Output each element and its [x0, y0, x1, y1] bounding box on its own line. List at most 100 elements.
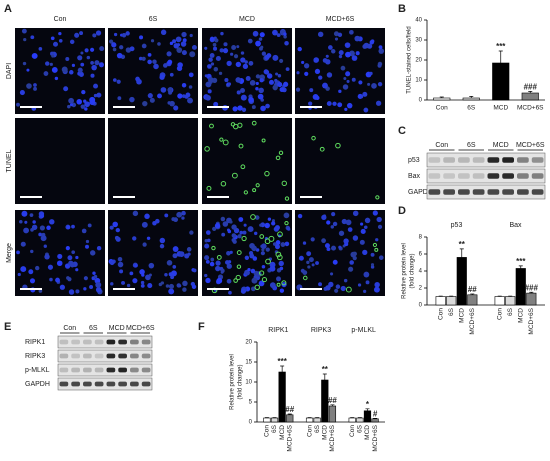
- tunel-cell: [275, 251, 282, 258]
- blot-band: [517, 189, 529, 195]
- nucleus: [322, 82, 328, 89]
- nucleus: [188, 85, 193, 89]
- nucleus: [337, 102, 343, 108]
- nucleus: [20, 241, 26, 247]
- x-tick-label: MCD+6S: [372, 424, 379, 451]
- nucleus: [284, 241, 290, 247]
- nucleus: [269, 282, 276, 289]
- panel-label: B: [398, 3, 406, 15]
- bar: [446, 296, 457, 306]
- nucleus: [204, 239, 208, 243]
- nucleus: [181, 83, 187, 88]
- nucleus: [341, 218, 347, 225]
- nucleus: [295, 87, 301, 92]
- nucleus: [260, 45, 264, 49]
- nucleus: [205, 230, 211, 235]
- nucleus: [191, 44, 197, 50]
- nucleus: [181, 31, 187, 38]
- tunel-cell: [264, 238, 271, 245]
- nucleus: [255, 40, 261, 47]
- nucleus: [363, 42, 370, 49]
- bar: [521, 92, 539, 101]
- error-bar: [322, 373, 327, 380]
- nucleus: [168, 283, 175, 290]
- nucleus: [279, 288, 285, 293]
- nucleus: [321, 238, 326, 244]
- nucleus: [296, 71, 300, 75]
- nucleus: [330, 225, 335, 229]
- nucleus: [232, 106, 238, 112]
- nucleus: [328, 45, 333, 50]
- nucleus: [224, 78, 229, 83]
- nucleus: [352, 210, 359, 217]
- nucleus: [218, 71, 223, 76]
- blot-band: [141, 381, 151, 387]
- nucleus: [231, 45, 237, 50]
- nucleus: [331, 49, 336, 54]
- nucleus: [315, 261, 319, 265]
- nucleus: [342, 84, 349, 90]
- nucleus: [182, 38, 187, 43]
- nucleus: [240, 88, 245, 94]
- nucleus: [212, 46, 218, 51]
- micrograph: [295, 118, 385, 204]
- nucleus: [377, 81, 383, 87]
- nucleus: [304, 71, 309, 77]
- y-tick-label: 10: [245, 380, 252, 386]
- tunel-cell: [240, 164, 246, 170]
- nucleus: [121, 280, 126, 285]
- nucleus: [340, 285, 346, 292]
- nucleus: [85, 239, 90, 244]
- blot-band: [83, 367, 92, 373]
- nucleus: [302, 270, 308, 275]
- nucleus: [69, 103, 74, 107]
- nucleus: [182, 287, 187, 292]
- bar: [435, 296, 446, 306]
- nucleus: [119, 269, 124, 274]
- nucleus: [157, 93, 162, 99]
- nucleus: [332, 259, 338, 265]
- blot-band: [118, 381, 127, 387]
- blot-band: [71, 353, 80, 359]
- nucleus: [208, 57, 213, 62]
- nucleus: [287, 227, 291, 231]
- nucleus: [43, 244, 47, 248]
- nucleus: [19, 220, 23, 224]
- blot-band: [59, 367, 69, 373]
- tunel-cell: [311, 135, 316, 141]
- nucleus: [152, 59, 157, 64]
- nucleus: [172, 253, 178, 259]
- nucleus: [92, 271, 96, 275]
- tunel-cell: [235, 274, 241, 281]
- blot-band: [71, 339, 80, 345]
- nucleus: [168, 272, 173, 277]
- nucleus: [132, 278, 138, 284]
- nucleus: [283, 212, 290, 219]
- blot-band: [472, 189, 485, 195]
- nucleus: [54, 76, 59, 81]
- nucleus: [235, 77, 241, 83]
- nucleus: [92, 33, 97, 38]
- nucleus: [192, 268, 197, 273]
- nucleus: [81, 89, 86, 95]
- nucleus: [16, 250, 20, 255]
- nucleus: [325, 285, 331, 291]
- x-tick-label: Con: [437, 308, 444, 320]
- nucleus: [242, 230, 247, 235]
- nucleus: [26, 83, 32, 89]
- nucleus: [351, 77, 356, 82]
- nucleus: [345, 51, 351, 58]
- nucleus: [238, 217, 244, 222]
- x-tick-label: Con: [306, 425, 313, 437]
- nucleus: [144, 213, 150, 220]
- nucleus: [94, 60, 100, 66]
- nucleus: [222, 48, 229, 54]
- nucleus: [30, 35, 35, 40]
- nucleus: [167, 87, 173, 93]
- nucleus: [231, 233, 237, 238]
- bar: [492, 62, 510, 101]
- nucleus: [240, 51, 245, 55]
- nucleus: [343, 278, 348, 283]
- blot-strip: [57, 363, 153, 377]
